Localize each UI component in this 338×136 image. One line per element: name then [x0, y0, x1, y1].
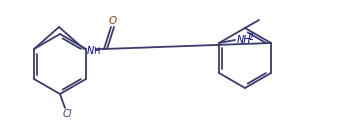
- Text: H: H: [94, 47, 100, 55]
- Text: O: O: [109, 16, 117, 26]
- Text: Cl: Cl: [62, 109, 72, 119]
- Text: N: N: [87, 46, 94, 56]
- Text: 2: 2: [248, 33, 253, 42]
- Text: NH: NH: [237, 35, 252, 45]
